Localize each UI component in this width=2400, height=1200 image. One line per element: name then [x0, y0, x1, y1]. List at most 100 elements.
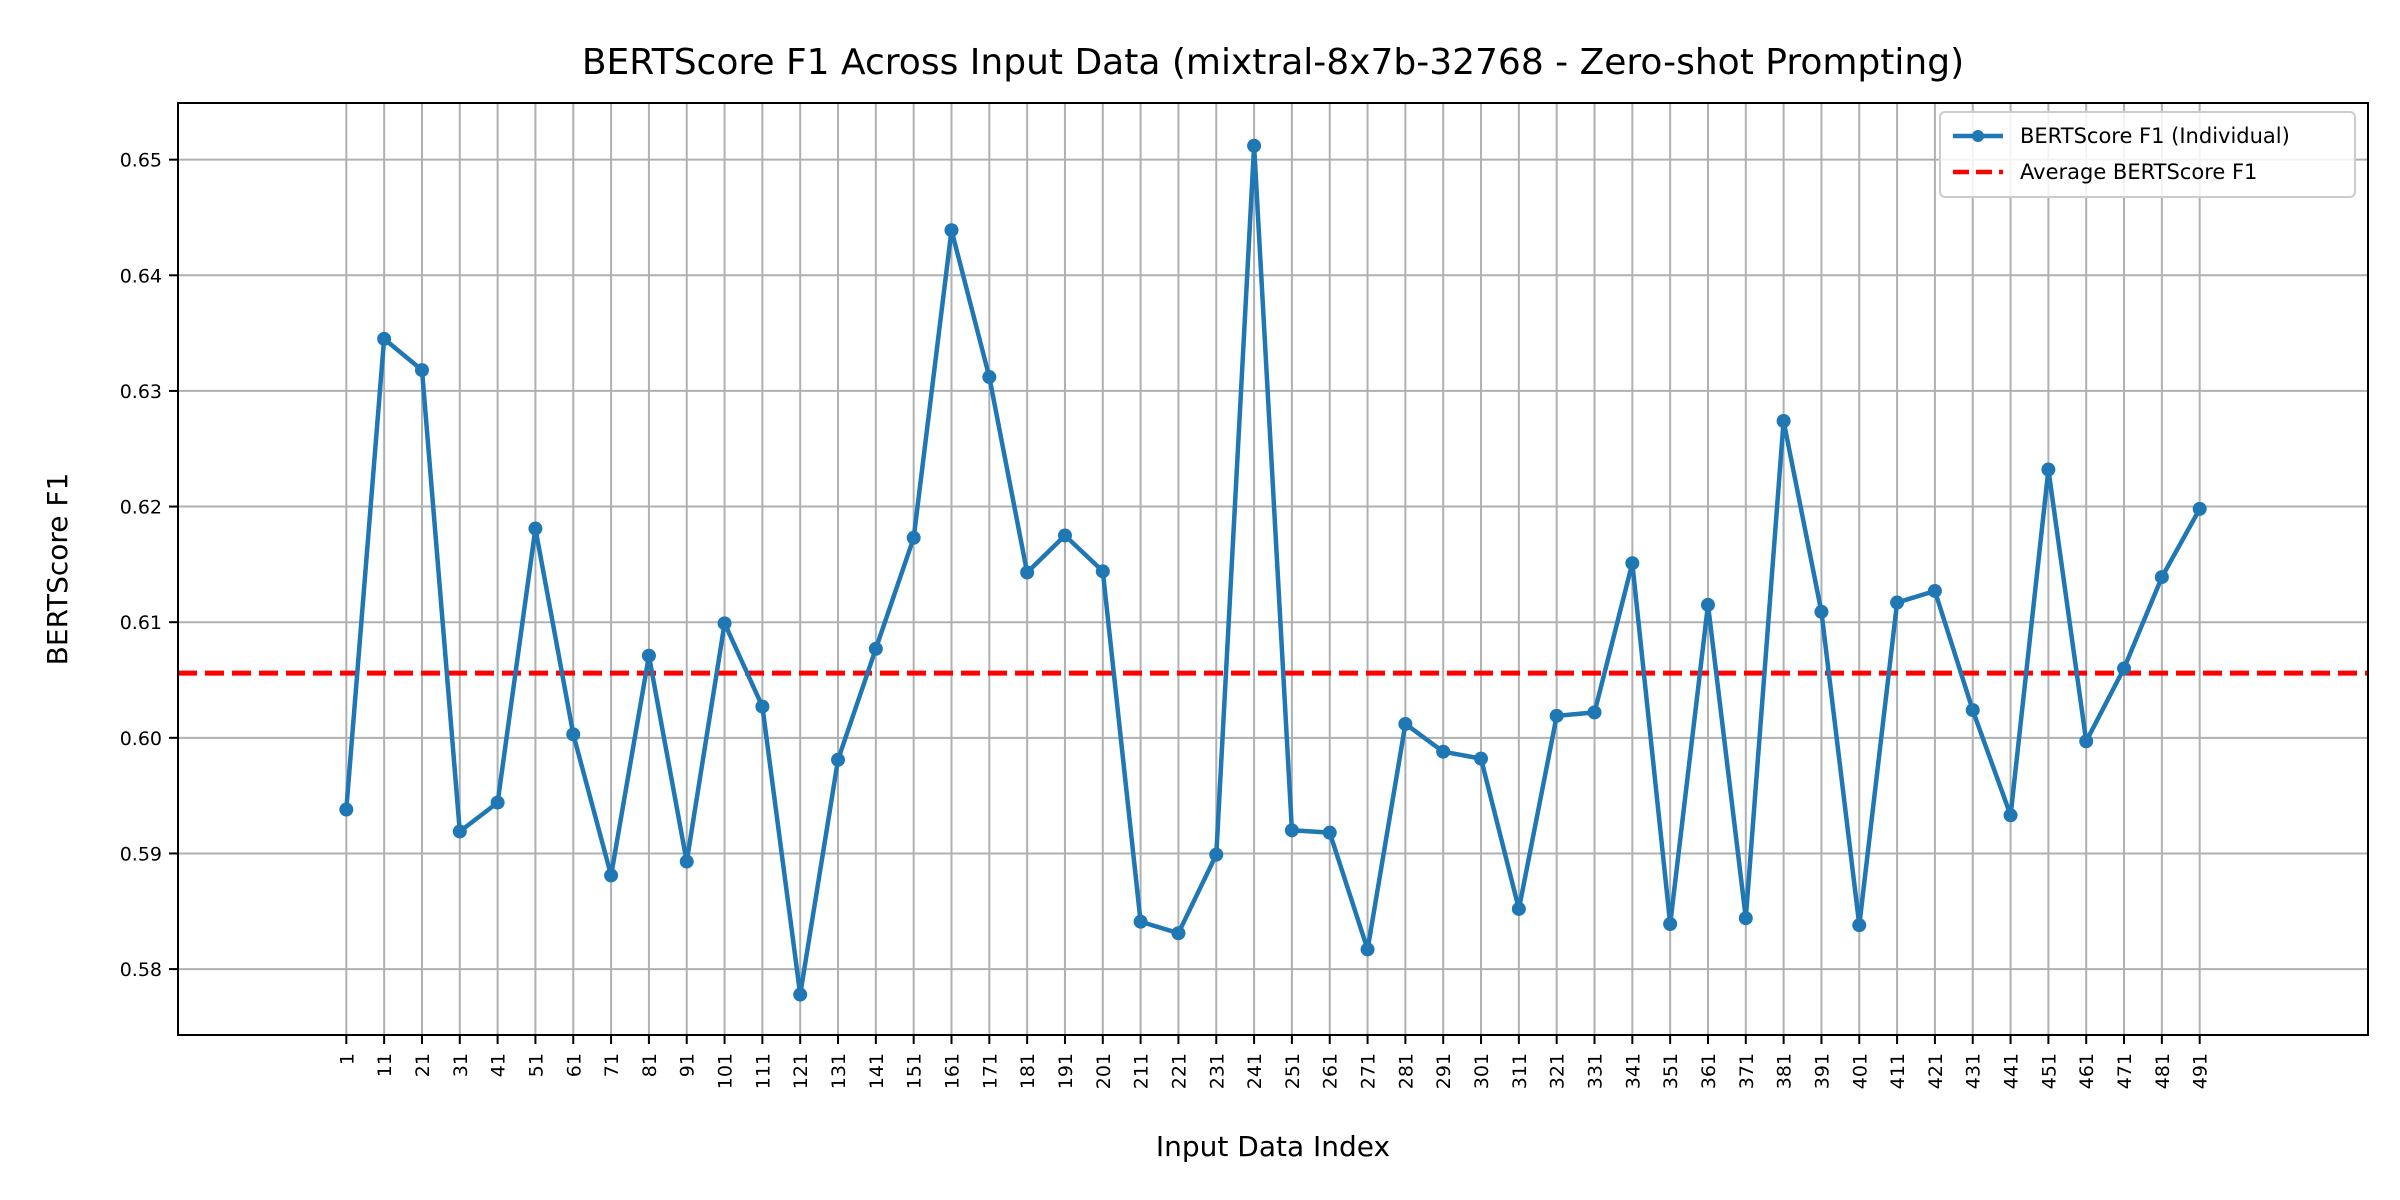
x-tick-label: 391 — [1811, 1053, 1833, 1089]
data-point — [1360, 942, 1375, 957]
data-point — [1965, 703, 1980, 718]
axis-ticks: 1 11 21 31 41 51 61 71 81 91 101 111 121 131 141 151 161… — [120, 150, 2212, 1090]
x-tick-label: 491 — [2190, 1053, 2212, 1089]
data-point — [1700, 597, 1715, 612]
x-tick-label: 161 — [941, 1053, 963, 1089]
data-point — [377, 331, 392, 346]
data-point — [1398, 716, 1413, 731]
x-tick-label: 441 — [2001, 1053, 2023, 1089]
y-tick-label: 0.62 — [120, 497, 162, 519]
data-point — [1625, 556, 1640, 571]
x-tick-label: 281 — [1395, 1053, 1417, 1089]
data-point — [1663, 916, 1678, 931]
x-tick-label: 171 — [979, 1053, 1001, 1089]
data-point — [1549, 708, 1564, 723]
x-tick-label: 101 — [715, 1053, 737, 1089]
chart-title: BERTScore F1 Across Input Data (mixtral-… — [582, 42, 1964, 83]
x-tick-label: 361 — [1698, 1053, 1720, 1089]
data-point — [566, 727, 581, 742]
x-tick-label: 341 — [1622, 1053, 1644, 1089]
data-point — [452, 824, 467, 839]
data-point — [604, 868, 619, 883]
data-point — [1247, 138, 1262, 153]
y-tick-label: 0.65 — [120, 150, 162, 172]
data-point — [944, 223, 959, 238]
data-point — [2079, 734, 2094, 749]
x-tick-label: 421 — [1925, 1053, 1947, 1089]
legend-label-average: Average BERTScore F1 — [2020, 160, 2257, 184]
data-point — [1776, 413, 1791, 428]
series-line-individual — [344, 143, 2202, 997]
x-tick-label: 351 — [1660, 1053, 1682, 1089]
data-point — [414, 363, 429, 378]
y-tick-label: 0.64 — [120, 265, 162, 287]
x-tick-label: 331 — [1585, 1053, 1607, 1089]
data-point — [755, 699, 770, 714]
data-point — [490, 795, 505, 810]
x-tick-label: 181 — [1017, 1053, 1039, 1089]
y-tick-label: 0.59 — [120, 843, 162, 865]
data-point — [831, 752, 846, 767]
x-tick-label: 301 — [1471, 1053, 1493, 1089]
x-tick-label: 321 — [1547, 1053, 1569, 1089]
y-tick-label: 0.58 — [120, 959, 162, 981]
legend-marker-individual — [1972, 130, 1984, 142]
x-tick-label: 251 — [1282, 1053, 1304, 1089]
x-tick-label: 271 — [1358, 1053, 1380, 1089]
x-axis-label: Input Data Index — [1156, 1130, 1390, 1163]
y-tick-label: 0.63 — [120, 381, 162, 403]
x-tick-label: 411 — [1887, 1053, 1909, 1089]
data-point — [717, 616, 732, 631]
x-tick-label: 111 — [752, 1053, 774, 1089]
data-point — [1890, 595, 1905, 610]
plot-frame — [177, 102, 2369, 1036]
x-tick-label: 431 — [1963, 1053, 1985, 1089]
data-point — [982, 370, 997, 385]
data-point — [2003, 808, 2018, 823]
y-axis-label: BERTScore F1 — [41, 473, 74, 666]
data-point — [2041, 462, 2056, 477]
legend-frame — [1939, 111, 2356, 198]
x-tick-label: 11 — [374, 1053, 396, 1077]
data-point — [2117, 661, 2132, 676]
data-point — [868, 641, 883, 656]
data-point — [1738, 911, 1753, 926]
data-point — [2192, 501, 2207, 516]
x-tick-label: 151 — [904, 1053, 926, 1089]
data-point — [1209, 847, 1224, 862]
x-tick-label: 31 — [450, 1053, 472, 1077]
data-point — [1284, 823, 1299, 838]
data-point — [641, 648, 656, 663]
data-point — [2154, 570, 2169, 585]
data-point — [1133, 914, 1148, 929]
data-point — [1852, 918, 1867, 933]
y-tick-label: 0.61 — [120, 612, 162, 634]
x-tick-label: 91 — [677, 1053, 699, 1077]
data-point — [1474, 751, 1489, 766]
data-point — [528, 521, 543, 536]
x-tick-label: 201 — [1093, 1053, 1115, 1089]
x-tick-label: 451 — [2038, 1053, 2060, 1089]
data-point — [1095, 564, 1110, 579]
x-tick-label: 61 — [563, 1053, 585, 1077]
data-point — [793, 987, 808, 1002]
data-point — [906, 530, 921, 545]
data-point — [1322, 825, 1337, 840]
data-point — [1927, 583, 1942, 598]
data-point — [1587, 705, 1602, 720]
x-tick-label: 471 — [2114, 1053, 2136, 1089]
x-tick-label: 51 — [525, 1053, 547, 1077]
data-point — [1171, 926, 1186, 941]
x-tick-label: 241 — [1244, 1053, 1266, 1089]
x-tick-label: 81 — [639, 1053, 661, 1077]
data-point — [679, 854, 694, 869]
x-tick-label: 71 — [601, 1053, 623, 1077]
x-tick-label: 1 — [336, 1053, 358, 1065]
data-point — [1020, 565, 1035, 580]
x-tick-label: 141 — [866, 1053, 888, 1089]
x-tick-label: 211 — [1131, 1053, 1153, 1089]
x-tick-label: 261 — [1320, 1053, 1342, 1089]
x-tick-label: 221 — [1168, 1053, 1190, 1089]
x-tick-label: 381 — [1774, 1053, 1796, 1089]
